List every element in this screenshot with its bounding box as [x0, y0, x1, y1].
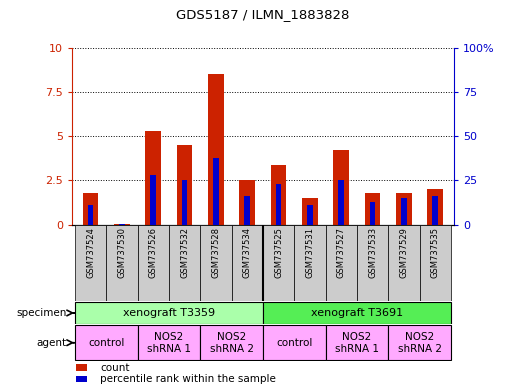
Bar	[388, 225, 420, 301]
Text: GSM737535: GSM737535	[431, 227, 440, 278]
Bar	[427, 189, 443, 225]
Bar	[182, 180, 187, 225]
Bar	[333, 151, 349, 225]
Text: GSM737530: GSM737530	[117, 227, 126, 278]
Bar	[200, 225, 231, 301]
Text: agent: agent	[36, 338, 67, 348]
Bar	[75, 364, 87, 371]
Text: xenograft T3359: xenograft T3359	[123, 308, 215, 318]
Bar	[326, 325, 388, 360]
Text: percentile rank within the sample: percentile rank within the sample	[101, 374, 277, 384]
Text: GSM737533: GSM737533	[368, 227, 377, 278]
Bar	[263, 225, 294, 301]
Text: GSM737527: GSM737527	[337, 227, 346, 278]
Bar	[326, 225, 357, 301]
Bar	[208, 74, 224, 225]
Bar	[263, 325, 326, 360]
Bar	[339, 180, 344, 225]
Bar	[137, 225, 169, 301]
Text: GSM737529: GSM737529	[400, 227, 408, 278]
Text: NOS2
shRNA 1: NOS2 shRNA 1	[147, 332, 191, 354]
Bar	[213, 157, 219, 225]
Text: xenograft T3691: xenograft T3691	[311, 308, 403, 318]
Text: GSM737534: GSM737534	[243, 227, 252, 278]
Bar	[263, 302, 451, 324]
Bar	[88, 205, 93, 225]
Text: GSM737524: GSM737524	[86, 227, 95, 278]
Bar	[432, 196, 438, 225]
Text: count: count	[101, 362, 130, 372]
Bar	[420, 225, 451, 301]
Bar	[75, 302, 263, 324]
Bar	[231, 225, 263, 301]
Bar	[294, 225, 326, 301]
Text: NOS2
shRNA 2: NOS2 shRNA 2	[398, 332, 442, 354]
Text: GSM737528: GSM737528	[211, 227, 221, 278]
Bar	[169, 225, 200, 301]
Bar	[271, 165, 286, 225]
Text: control: control	[88, 338, 125, 348]
Bar	[75, 225, 106, 301]
Text: GSM737532: GSM737532	[180, 227, 189, 278]
Text: GDS5187 / ILMN_1883828: GDS5187 / ILMN_1883828	[176, 8, 349, 21]
Bar	[177, 145, 192, 225]
Bar	[114, 224, 130, 225]
Text: GSM737526: GSM737526	[149, 227, 158, 278]
Bar	[200, 325, 263, 360]
Bar	[276, 184, 282, 225]
Bar	[396, 193, 412, 225]
Bar	[401, 198, 407, 225]
Bar	[370, 202, 376, 225]
Bar	[150, 175, 156, 225]
Bar	[146, 131, 161, 225]
Bar	[137, 325, 200, 360]
Bar	[240, 180, 255, 225]
Bar	[75, 325, 137, 360]
Text: NOS2
shRNA 2: NOS2 shRNA 2	[210, 332, 253, 354]
Bar	[302, 198, 318, 225]
Bar	[106, 225, 137, 301]
Bar	[388, 325, 451, 360]
Bar	[244, 196, 250, 225]
Bar	[307, 205, 313, 225]
Text: control: control	[276, 338, 312, 348]
Bar	[83, 193, 98, 225]
Bar	[75, 376, 87, 382]
Bar	[357, 225, 388, 301]
Text: specimen: specimen	[16, 308, 67, 318]
Text: GSM737531: GSM737531	[305, 227, 314, 278]
Bar	[365, 193, 380, 225]
Bar	[119, 224, 125, 225]
Text: NOS2
shRNA 1: NOS2 shRNA 1	[335, 332, 379, 354]
Text: GSM737525: GSM737525	[274, 227, 283, 278]
